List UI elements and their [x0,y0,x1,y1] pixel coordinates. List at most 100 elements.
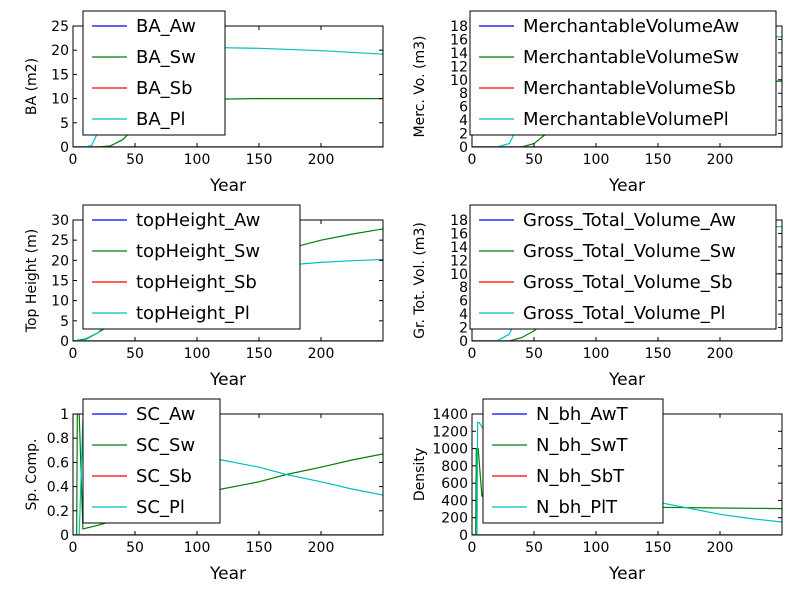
y-tick-label: 8 [459,86,468,102]
legend-label: N_bh_SwT [536,435,628,456]
y-tick-label: 0.6 [47,455,69,471]
legend-label: Gross_Total_Volume_Aw [523,210,736,231]
x-tick-label: 100 [583,346,610,362]
legend: BA_Aw BA_Sw BA_Sb BA_Pl [82,10,226,136]
legend: MerchantableVolumeAw MerchantableVolumeSw… [469,10,777,136]
axes-frame [72,25,384,148]
legend-label: BA_Aw [136,16,196,37]
y-tick-label: 12 [450,253,468,269]
y-tick-label: 1400 [432,407,468,423]
legend-label: N_bh_SbT [536,466,625,487]
y-tick-label: 0 [60,528,69,544]
x-tick-label: 150 [645,540,672,556]
legend: SC_Aw SC_Sw SC_Sb SC_Pl [82,398,221,524]
y-axis-label: Top Height (m) [24,229,40,333]
x-tick-label: 0 [69,152,78,168]
x-tick-label: 200 [308,346,335,362]
y-tick-label: 1000 [432,442,468,458]
y-axis-label: Merc. Vo. (m3) [412,36,428,138]
y-tick-label: 10 [51,294,69,310]
y-tick-label: 1 [60,407,69,423]
x-axis-label: Year [608,176,645,196]
x-tick-label: 200 [308,152,335,168]
x-tick-label: 0 [468,540,477,556]
legend-label: BA_Sw [136,47,196,68]
y-tick-label: 0.2 [47,504,69,520]
legend-box [469,204,777,330]
x-tick-label: 50 [126,346,144,362]
legend-label: topHeight_Sw [136,241,260,262]
y-tick-label: 0.4 [47,480,69,496]
y-tick-label: 2 [459,127,468,143]
legend-label: BA_Pl [136,109,186,130]
legend-label: topHeight_Pl [136,303,250,324]
x-tick-label: 150 [246,540,273,556]
y-tick-label: 15 [51,67,69,83]
legend-box [469,10,777,136]
y-tick-label: 18 [450,213,468,229]
legend-label: Gross_Total_Volume_Sb [523,272,733,293]
y-tick-label: 4 [459,307,468,323]
x-tick-label: 200 [707,346,734,362]
legend-box [82,398,221,524]
y-tick-label: 20 [51,253,69,269]
x-tick-label: 200 [707,152,734,168]
legend-label: SC_Sw [136,435,195,456]
y-tick-label: 0 [459,140,468,156]
x-tick-label: 150 [246,346,273,362]
x-tick-label: 0 [468,152,477,168]
x-axis-label: Year [209,176,246,196]
x-tick-label: 50 [525,540,543,556]
x-tick-label: 100 [184,346,211,362]
y-tick-label: 15 [51,274,69,290]
y-axis-label: Density [412,448,428,501]
y-tick-label: 6 [459,100,468,116]
y-tick-label: 10 [51,92,69,108]
legend-label: BA_Sb [136,78,193,99]
y-tick-label: 25 [51,233,69,249]
legend: Gross_Total_Volume_Aw Gross_Total_Volume_… [469,204,777,330]
y-tick-label: 0 [60,140,69,156]
y-tick-label: 6 [459,294,468,310]
y-axis-label: Sp. Comp. [24,439,40,511]
y-tick-label: 14 [450,46,468,62]
chart-panel-6: 0 50 100 150 2000200400600800100012001400Yea… [412,398,783,584]
legend-label: MerchantableVolumeAw [523,16,739,37]
y-axis-label: BA (m2) [24,58,40,115]
y-tick-label: 30 [51,213,69,229]
x-tick-label: 100 [583,540,610,556]
y-tick-label: 5 [60,116,69,132]
legend-label: SC_Pl [136,497,185,518]
legend-box [82,204,301,330]
y-tick-label: 0 [459,334,468,350]
y-tick-label: 5 [60,314,69,330]
y-tick-label: 0 [459,528,468,544]
legend-label: MerchantableVolumePl [523,109,729,130]
y-tick-label: 20 [51,43,69,59]
legend-label: N_bh_PlT [536,497,618,518]
x-tick-label: 50 [525,152,543,168]
y-tick-label: 16 [450,226,468,242]
y-tick-label: 12 [450,59,468,75]
x-axis-label: Year [608,370,645,390]
legend-label: Gross_Total_Volume_Pl [523,303,726,324]
y-tick-label: 25 [51,19,69,35]
legend-label: SC_Aw [136,404,195,425]
x-tick-label: 150 [645,152,672,168]
x-tick-label: 0 [69,346,78,362]
x-tick-label: 50 [525,346,543,362]
x-axis-label: Year [209,370,246,390]
x-tick-label: 50 [126,540,144,556]
x-tick-label: 0 [69,540,78,556]
legend-box [82,10,226,136]
y-tick-label: 10 [450,267,468,283]
y-tick-label: 16 [450,32,468,48]
legend-box [482,398,664,524]
legend-label: MerchantableVolumeSb [523,78,736,99]
y-tick-label: 200 [441,511,468,527]
y-tick-label: 10 [450,73,468,89]
